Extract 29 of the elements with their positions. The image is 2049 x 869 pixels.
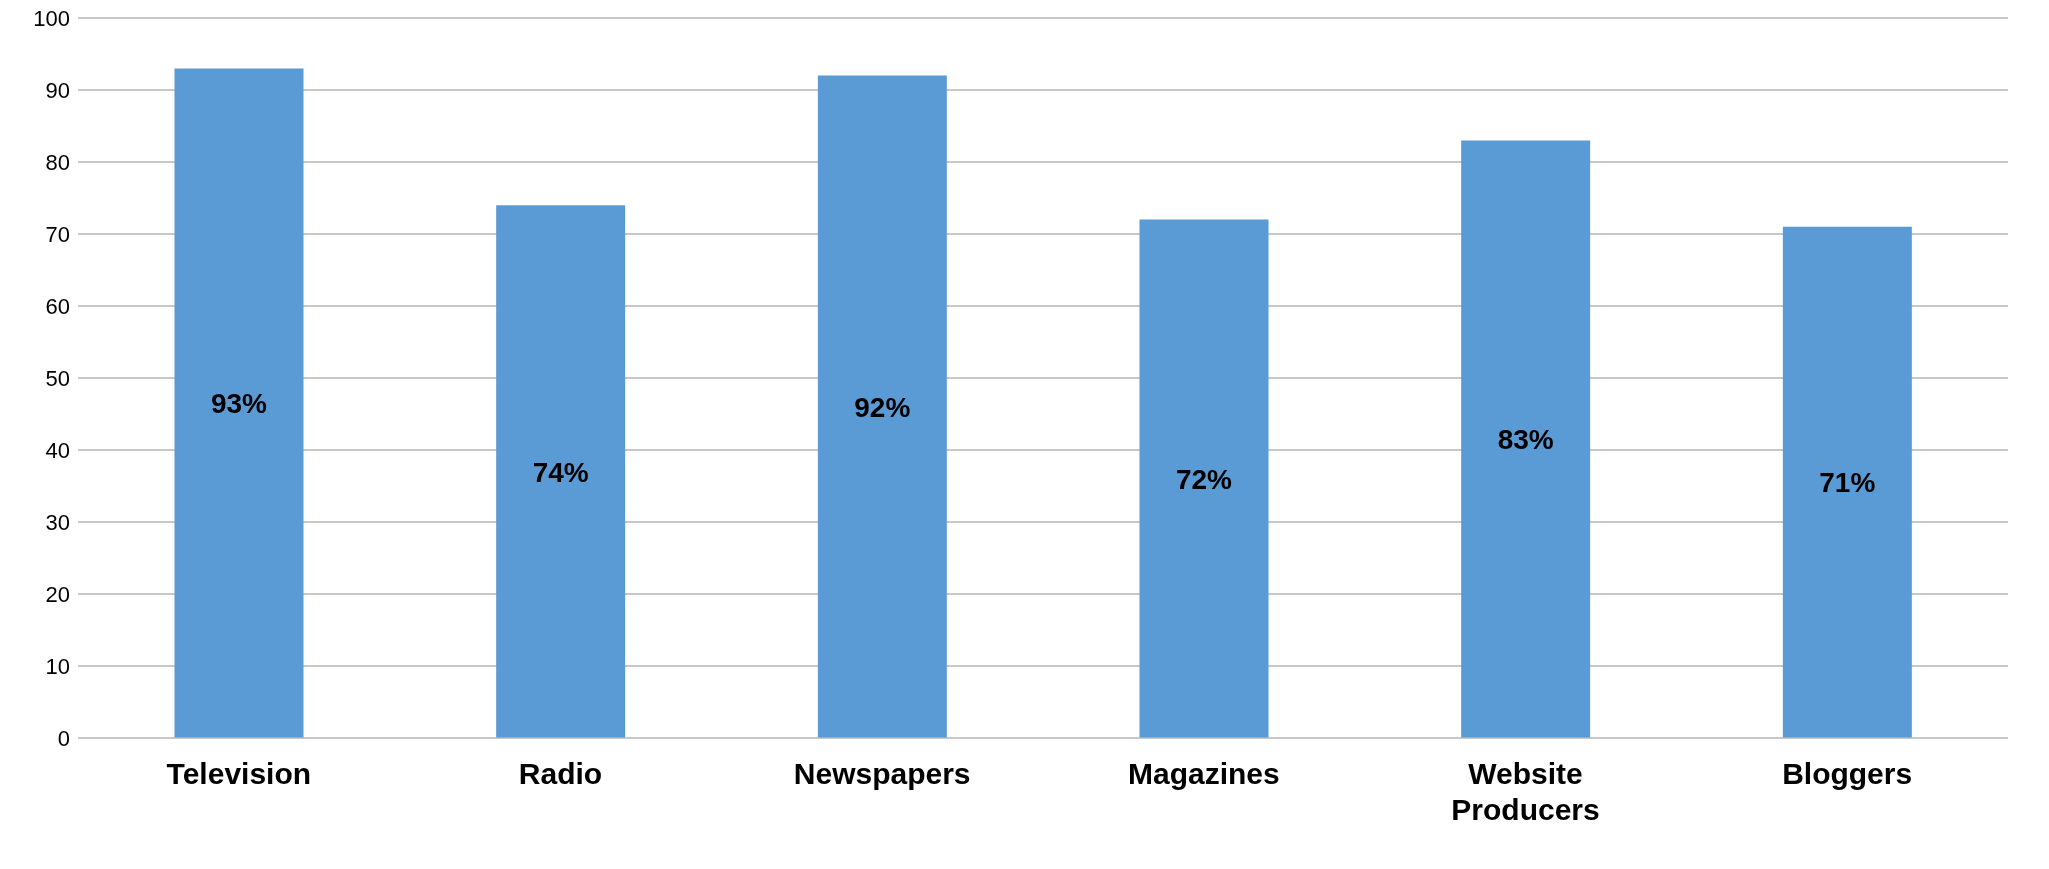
y-tick-label: 90 [45,77,70,103]
y-tick-label: 20 [45,581,70,607]
bar [496,205,626,738]
data-label: 93% [210,388,268,420]
data-label: 83% [1497,424,1554,456]
y-tick-label: 40 [45,437,70,463]
x-tick-label: Magazines [1127,757,1280,790]
y-tick-label: 10 [45,653,70,679]
bar [1782,226,1912,738]
y-tick-label: 0 [57,725,70,751]
x-tick-label: Bloggers [1782,757,1913,790]
x-tick-label: Newspapers [793,757,971,790]
bar [1461,140,1591,738]
bar [174,68,304,738]
data-label: 74% [532,456,589,488]
data-label: 72% [1175,463,1233,495]
x-tick-label: Website Producers [1451,757,1600,826]
data-label: 71% [1819,467,1876,499]
x-tick-label: Radio [518,757,603,790]
bar [817,75,947,738]
y-tick-label: 70 [45,221,70,247]
y-tick-label: 50 [45,365,70,391]
x-tick-label: Television [166,757,312,790]
data-label: 92% [854,391,911,423]
y-tick-label: 60 [45,293,70,319]
y-tick-label: 30 [45,509,70,535]
y-tick-label: 100 [33,5,70,31]
y-tick-label: 80 [45,149,70,175]
bar [1139,219,1269,738]
